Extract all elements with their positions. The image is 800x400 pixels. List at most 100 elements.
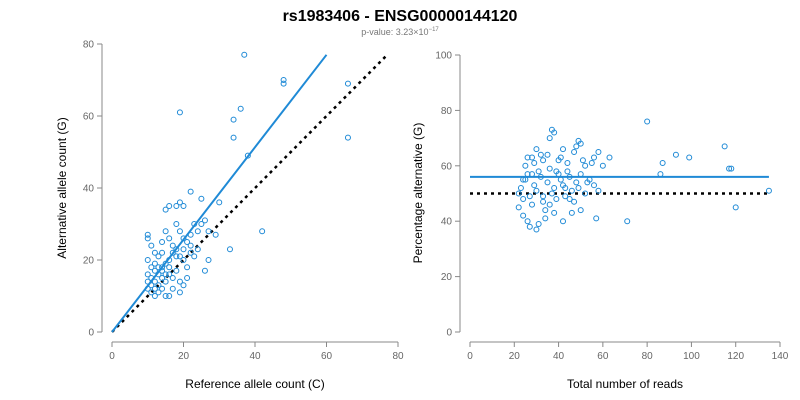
data-point-left [176,278,183,285]
data-point-left [180,235,187,242]
subtitle-prefix: p-value: 3.23 [361,27,413,37]
data-point-left [162,271,169,278]
data-point-right [568,187,575,194]
data-point-left [159,275,166,281]
x-tick-label-left: 20 [178,351,190,362]
data-point-left [180,282,187,289]
x-tick-label-left: 40 [249,351,261,362]
data-point-left [237,105,244,112]
data-point-left [162,206,169,213]
y-tick-label-right: 20 [441,272,453,283]
data-point-left [180,257,187,263]
data-point-right [568,209,575,216]
data-point-right [577,207,584,214]
data-point-left [173,253,180,260]
data-point-left [187,231,194,238]
data-point-right [551,209,558,216]
data-point-left [191,221,198,227]
data-point-left [159,264,166,271]
data-point-left [230,116,237,123]
data-point-left [191,253,198,260]
data-point-left [166,293,173,299]
data-point-left [144,278,151,285]
data-point-right [529,201,535,208]
data-point-right [672,151,679,158]
data-point-left [144,231,151,238]
panel-percentage-axes: 0 20 40 60 80 100 120 140 0 20 40 60 80 100 [435,51,788,363]
data-point-left [244,152,251,159]
data-point-right [595,187,602,194]
data-point-left [241,51,248,58]
data-point-right [522,176,529,183]
x-axis-label-right: Total number of reads [567,377,683,391]
x-tick-label-left: 60 [321,351,333,362]
data-point-right [537,151,544,158]
panel-percentage-points [515,118,772,233]
data-point-left [344,80,351,87]
y-tick-label-left: 0 [88,328,94,339]
data-point-left [169,285,176,292]
data-point-left [162,293,169,299]
data-point-left [155,271,162,278]
data-point-left [205,228,212,235]
data-point-left [184,239,191,245]
data-point-right [582,162,589,169]
data-point-right [573,179,580,186]
data-point-right [564,168,571,175]
data-point-right [522,162,529,169]
data-point-left [159,239,166,245]
data-point-right [593,215,600,222]
data-point-right [542,215,549,222]
x-tick-label-right: 20 [509,351,521,362]
data-point-right [540,157,547,164]
data-point-left [151,293,158,299]
data-point-right [557,154,564,161]
data-point-right [517,184,524,191]
y-tick-label-right: 80 [441,106,453,117]
y-tick-label-left: 80 [83,40,95,51]
data-point-right [606,154,613,161]
data-point-right [644,118,651,125]
data-point-left [173,221,180,227]
data-point-left [176,228,183,235]
data-point-right [529,154,535,161]
data-point-left [187,249,194,256]
data-point-left [159,285,166,292]
data-point-left [155,282,162,289]
data-point-left [198,221,205,227]
data-point-right [591,182,597,189]
data-point-left [151,249,158,256]
data-point-left [201,267,208,274]
data-point-right [529,171,535,178]
data-point-right [582,190,589,197]
x-tick-label-right: 60 [597,351,609,362]
data-point-right [553,196,560,203]
data-point-left [166,257,173,263]
data-point-left [162,278,169,285]
y-tick-label-left: 60 [83,112,95,123]
data-point-right [546,135,553,142]
data-point-left [148,275,155,281]
chart-title: rs1983406 - ENSG00000144120 [283,8,518,25]
subtitle-times: ×10 [413,27,428,37]
data-point-right [520,196,527,203]
data-point-left [169,275,176,281]
data-point-right [562,193,569,200]
data-point-left [280,80,287,87]
data-point-left [144,235,151,242]
data-point-left [184,264,191,271]
data-point-right [584,179,591,186]
data-point-left [205,257,212,263]
data-point-right [540,198,547,205]
data-point-right [577,140,584,147]
data-point-right [595,148,602,155]
data-point-right [765,187,772,194]
data-point-left [155,289,162,296]
panel-percentage: 0 20 40 60 80 100 120 140 0 20 40 60 80 100 Total num… [411,51,789,392]
data-point-left [173,267,180,274]
data-point-right [560,146,566,153]
x-tick-label-left: 80 [392,351,404,362]
data-point-right [526,223,533,230]
data-point-left [176,109,183,116]
data-point-right [526,193,533,200]
